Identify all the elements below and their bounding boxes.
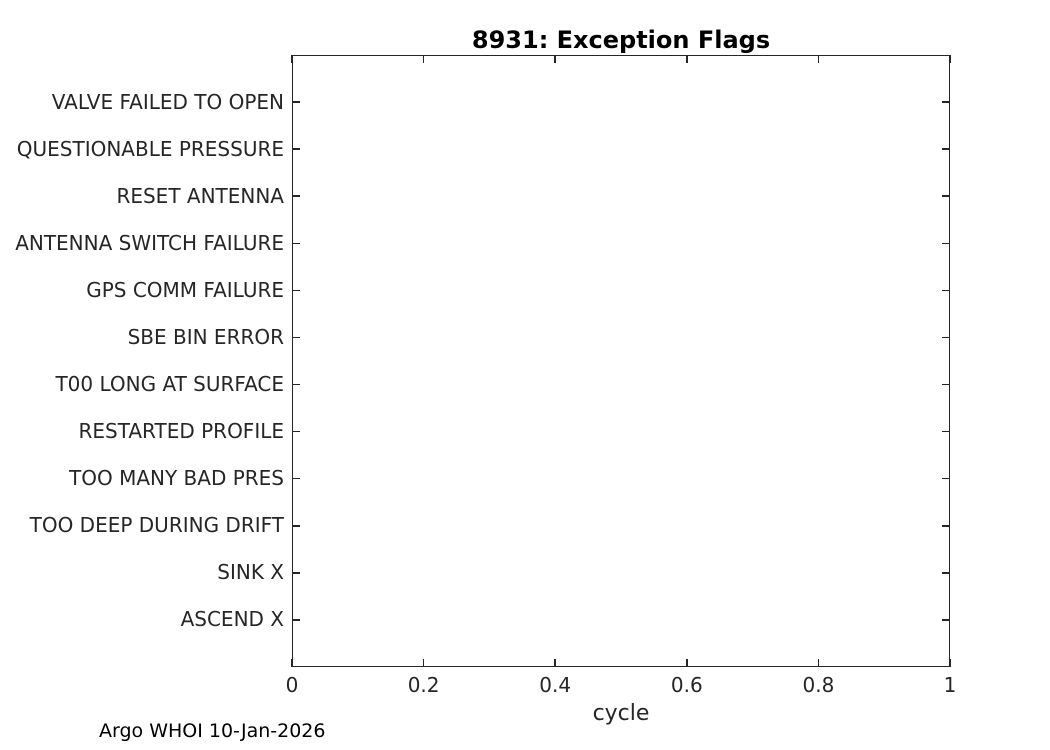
y-tick-left (292, 477, 300, 480)
y-tick-right (942, 101, 950, 103)
y-tick-left (292, 525, 300, 527)
x-tick-top (686, 55, 688, 63)
y-tick-left (292, 430, 300, 433)
y-tick-left (292, 336, 300, 339)
x-tick-top (949, 55, 951, 63)
x-tick-label: 0.8 (802, 673, 835, 697)
y-tick-left (292, 572, 300, 574)
x-tick-bottom (817, 659, 820, 667)
footer-annotation: Argo WHOI 10-Jan-2026 (99, 720, 326, 742)
x-tick-bottom (422, 659, 425, 667)
x-tick-label: 0.4 (539, 673, 572, 697)
y-tick-left (292, 383, 300, 386)
y-tick-right (942, 148, 950, 150)
y-tick-left (292, 289, 300, 292)
x-tick-label: 0.6 (670, 673, 703, 697)
y-tick-right (942, 430, 950, 433)
y-tick-label: SBE BIN ERROR (127, 324, 284, 349)
x-tick-bottom (686, 659, 688, 667)
x-tick-label: 0.2 (407, 673, 440, 697)
y-tick-left (292, 101, 300, 103)
x-tick-top (817, 55, 820, 63)
y-tick-right (942, 619, 950, 621)
x-tick-top (554, 55, 556, 63)
x-tick-label: 1 (943, 673, 957, 697)
y-tick-right (942, 195, 950, 197)
y-tick-left (292, 195, 300, 197)
y-tick-right (942, 242, 950, 245)
y-tick-right (942, 336, 950, 339)
y-tick-label: VALVE FAILED TO OPEN (51, 89, 284, 114)
y-tick-label: ASCEND X (180, 607, 284, 632)
x-tick-top (291, 55, 293, 63)
x-tick-label: 0 (285, 673, 299, 697)
y-tick-left (292, 242, 300, 245)
x-axis-label: cycle (592, 701, 650, 726)
y-tick-left (292, 619, 300, 621)
y-tick-label: RESTARTED PROFILE (78, 419, 284, 444)
y-tick-left (292, 148, 300, 150)
y-tick-right (942, 289, 950, 292)
y-tick-label: TOO DEEP DURING DRIFT (29, 513, 284, 538)
x-tick-bottom (554, 659, 556, 667)
y-tick-label: TOO MANY BAD PRES (69, 466, 284, 491)
y-tick-label: SINK X (217, 560, 284, 585)
y-tick-label: RESET ANTENNA (116, 183, 284, 208)
y-tick-label: T00 LONG AT SURFACE (55, 372, 284, 397)
chart-title: 8931: Exception Flags (471, 26, 771, 54)
x-tick-bottom (949, 659, 951, 667)
y-tick-label: ANTENNA SWITCH FAILURE (15, 230, 284, 255)
y-tick-label: QUESTIONABLE PRESSURE (16, 136, 284, 161)
x-tick-top (422, 55, 425, 63)
y-tick-right (942, 525, 950, 527)
y-tick-right (942, 572, 950, 574)
y-tick-label: GPS COMM FAILURE (86, 277, 284, 302)
y-tick-right (942, 383, 950, 386)
y-tick-right (942, 477, 950, 480)
x-tick-bottom (291, 659, 293, 667)
plot-area (292, 55, 950, 667)
